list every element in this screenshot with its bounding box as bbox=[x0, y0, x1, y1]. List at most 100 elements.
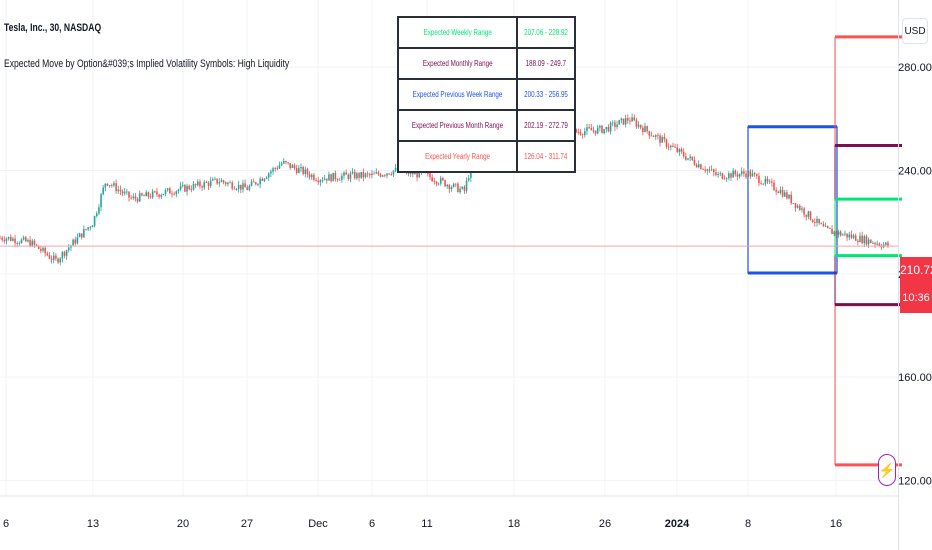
candle-body-94 bbox=[201, 186, 203, 188]
candle-body-142 bbox=[304, 169, 307, 175]
candle-body-372 bbox=[799, 205, 801, 210]
candle-body-211 bbox=[452, 183, 455, 188]
currency-button[interactable]: USD bbox=[902, 18, 928, 44]
candle-body-325 bbox=[697, 164, 700, 168]
candle-body-70 bbox=[149, 196, 152, 198]
candle-body-138 bbox=[295, 168, 298, 173]
candle-body-184 bbox=[394, 167, 397, 171]
candle-body-60 bbox=[128, 191, 130, 198]
candle-body-403 bbox=[865, 236, 868, 245]
candle-body-362 bbox=[777, 191, 780, 193]
range-value-text: 200.33 - 256.95 bbox=[524, 90, 568, 99]
candle-body-21 bbox=[44, 247, 46, 254]
candle-body-354 bbox=[760, 183, 762, 185]
candle-body-45 bbox=[95, 213, 98, 216]
candle-body-404 bbox=[867, 239, 870, 245]
candle-body-337 bbox=[723, 178, 726, 180]
candle-body-29 bbox=[61, 252, 64, 259]
candle-body-87 bbox=[186, 185, 188, 192]
candle-body-205 bbox=[439, 178, 442, 184]
candle-body-26 bbox=[55, 255, 57, 259]
candle-body-378 bbox=[811, 219, 814, 222]
candle-body-193 bbox=[414, 172, 416, 175]
candle-body-369 bbox=[792, 202, 795, 204]
candle-body-305 bbox=[654, 135, 657, 137]
candle-body-73 bbox=[156, 191, 158, 195]
candle-body-202 bbox=[433, 181, 436, 182]
expected-range-table: Expected Weekly Range 207.06 - 228.92 Expe… bbox=[397, 16, 577, 173]
candle-body-199 bbox=[427, 172, 429, 174]
candle-body-83 bbox=[177, 189, 180, 192]
candle-body-360 bbox=[773, 182, 775, 190]
candle-body-412 bbox=[885, 242, 887, 245]
candle-body-274 bbox=[588, 127, 590, 129]
candle-body-217 bbox=[465, 180, 468, 191]
range-label-text: Expected Monthly Range bbox=[422, 59, 493, 68]
candle-body-67 bbox=[143, 195, 145, 197]
candle-body-183 bbox=[392, 170, 395, 175]
candle-body-37 bbox=[78, 233, 81, 238]
x-tick-label-0: 6 bbox=[3, 518, 9, 530]
candle-body-409 bbox=[878, 243, 881, 246]
candle-body-123 bbox=[263, 178, 266, 181]
candle-body-344 bbox=[738, 173, 741, 177]
candle-body-176 bbox=[377, 172, 380, 175]
candle-body-194 bbox=[416, 172, 418, 178]
candle-body-308 bbox=[661, 136, 663, 143]
candle-body-112 bbox=[240, 184, 242, 190]
candle-body-69 bbox=[147, 192, 150, 197]
candle-body-216 bbox=[463, 186, 466, 191]
candle-body-57 bbox=[121, 191, 124, 194]
range-label: Expected Previous Week Range bbox=[397, 78, 518, 111]
candle-body-146 bbox=[313, 174, 315, 180]
symbol-title[interactable]: Tesla, Inc., 30, NASDAQ bbox=[4, 22, 102, 34]
candle-body-77 bbox=[164, 190, 167, 194]
range-lines bbox=[0, 35, 902, 467]
candle-body-147 bbox=[315, 179, 317, 181]
candle-body-151 bbox=[323, 178, 326, 181]
candle-body-406 bbox=[872, 242, 874, 244]
time-axis[interactable]: 6 13 20 27 Dec 6 11 18 26 2024 8 16 bbox=[3, 518, 842, 530]
candle-body-349 bbox=[749, 170, 752, 177]
candle-body-311 bbox=[667, 146, 670, 148]
lightning-icon[interactable]: ⚡ bbox=[878, 454, 896, 486]
candle-body-99 bbox=[212, 179, 214, 181]
range-label-text: Expected Previous Month Range bbox=[411, 121, 504, 130]
candle-body-178 bbox=[381, 175, 384, 177]
candle-body-162 bbox=[347, 174, 350, 179]
candle-body-41 bbox=[87, 227, 89, 230]
x-tick-label-10: 8 bbox=[745, 518, 751, 530]
candle-body-131 bbox=[280, 163, 283, 166]
candle-body-130 bbox=[278, 165, 281, 169]
candle-body-164 bbox=[351, 171, 354, 174]
candle-body-118 bbox=[252, 181, 255, 183]
indicator-title[interactable]: Expected Move by Option&#039;s Implied V… bbox=[4, 58, 290, 70]
candle-body-63 bbox=[134, 196, 137, 199]
range-table-row: Expected Weekly Range 207.06 - 228.92 bbox=[397, 16, 577, 49]
candle-body-127 bbox=[272, 168, 274, 172]
candle-body-59 bbox=[126, 191, 128, 193]
candle-body-173 bbox=[371, 173, 373, 176]
candle-body-330 bbox=[708, 169, 711, 171]
candle-body-25 bbox=[52, 255, 55, 260]
candle-body-319 bbox=[685, 156, 687, 160]
candle-body-316 bbox=[678, 149, 681, 152]
candle-body-64 bbox=[136, 198, 139, 202]
candle-body-105 bbox=[224, 182, 227, 185]
candle-body-11 bbox=[22, 237, 25, 240]
candle-body-4 bbox=[7, 236, 10, 239]
candle-body-361 bbox=[775, 189, 777, 192]
candle-body-320 bbox=[687, 158, 689, 160]
candle-body-153 bbox=[328, 174, 330, 181]
candle-body-402 bbox=[863, 236, 866, 244]
candle-body-128 bbox=[274, 168, 276, 170]
candle-body-400 bbox=[859, 235, 861, 243]
candle-body-111 bbox=[237, 184, 240, 190]
candle-body-1 bbox=[1, 237, 3, 240]
candle-body-17 bbox=[35, 244, 38, 246]
candle-body-380 bbox=[816, 218, 818, 223]
candle-body-170 bbox=[364, 173, 367, 178]
candle-body-318 bbox=[682, 151, 685, 157]
candle-body-407 bbox=[874, 242, 876, 245]
candle-body-50 bbox=[106, 183, 109, 186]
